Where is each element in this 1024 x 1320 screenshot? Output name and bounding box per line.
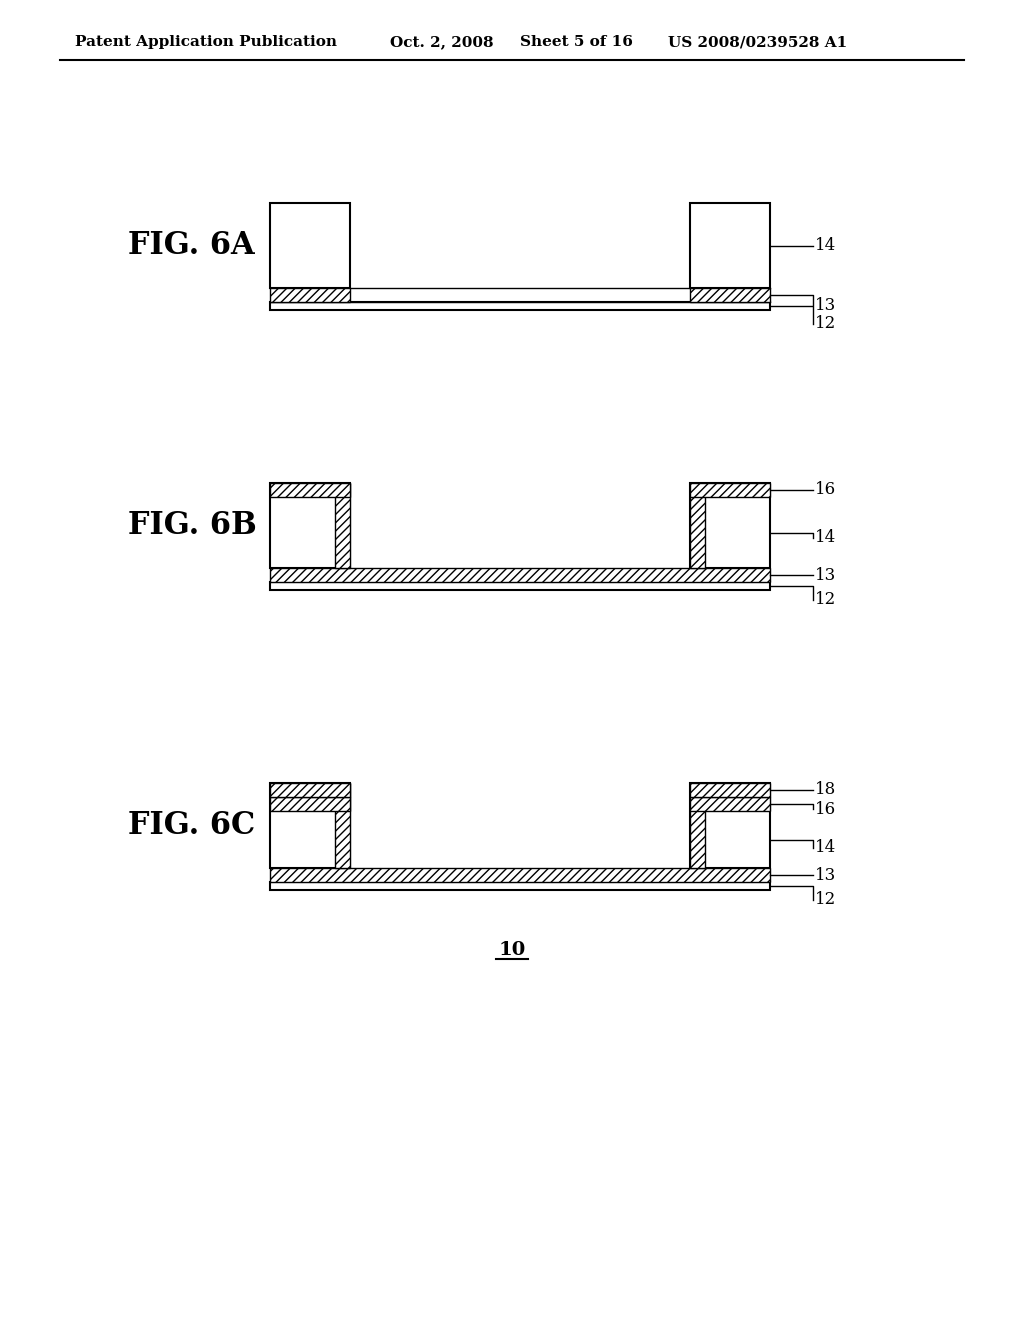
Text: 12: 12	[815, 591, 837, 609]
Bar	[690, 783, 770, 869]
Text: 12: 12	[815, 891, 837, 908]
Text: 14: 14	[815, 238, 837, 253]
Text: 12: 12	[815, 315, 837, 333]
Text: Sheet 5 of 16: Sheet 5 of 16	[520, 36, 633, 49]
Bar	[690, 203, 770, 288]
Bar	[335, 783, 350, 869]
Text: Oct. 2, 2008: Oct. 2, 2008	[390, 36, 494, 49]
Text: 13: 13	[815, 566, 837, 583]
Bar	[270, 582, 770, 590]
Bar	[270, 203, 350, 288]
Text: FIG. 6B: FIG. 6B	[128, 510, 257, 541]
Text: 14: 14	[815, 840, 837, 855]
Bar	[270, 568, 770, 582]
Text: 16: 16	[815, 482, 837, 499]
Bar	[270, 882, 770, 890]
Bar	[270, 869, 770, 882]
Bar	[335, 483, 350, 568]
Bar	[690, 783, 770, 797]
Bar	[690, 288, 770, 302]
Bar	[270, 302, 770, 310]
Bar	[690, 797, 770, 810]
Bar	[270, 483, 350, 498]
Bar	[270, 783, 350, 797]
Bar	[690, 783, 705, 869]
Bar	[270, 797, 350, 810]
Text: Patent Application Publication: Patent Application Publication	[75, 36, 337, 49]
Bar	[690, 483, 705, 568]
Text: 13: 13	[815, 297, 837, 314]
Bar	[270, 783, 350, 869]
Text: 10: 10	[499, 941, 525, 960]
Bar	[270, 483, 350, 568]
Text: FIG. 6C: FIG. 6C	[128, 810, 255, 841]
Text: FIG. 6A: FIG. 6A	[128, 230, 255, 261]
Bar	[690, 483, 770, 498]
Bar	[690, 483, 770, 568]
Text: 16: 16	[815, 800, 837, 817]
Text: 14: 14	[815, 529, 837, 546]
Text: US 2008/0239528 A1: US 2008/0239528 A1	[668, 36, 847, 49]
Bar	[270, 288, 350, 302]
Text: 13: 13	[815, 866, 837, 883]
Text: 18: 18	[815, 781, 837, 799]
